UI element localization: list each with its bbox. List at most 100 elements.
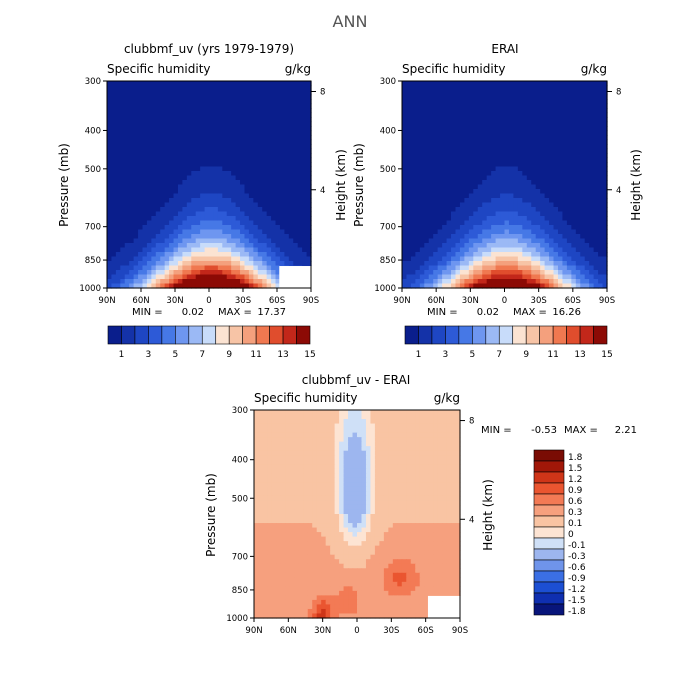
contour-cell	[437, 220, 443, 226]
contour-cell	[410, 112, 416, 118]
contour-cell	[253, 193, 259, 199]
contour-cell	[455, 189, 461, 195]
contour-cell	[486, 256, 492, 262]
contour-cell	[271, 99, 277, 105]
contour-cell	[549, 274, 555, 280]
contour-cell	[544, 180, 550, 186]
contour-cell	[379, 446, 385, 452]
contour-cell	[217, 243, 223, 249]
contour-cell	[433, 81, 439, 87]
contour-cell	[222, 256, 228, 262]
contour-cell	[124, 211, 130, 217]
contour-cell	[209, 279, 215, 285]
contour-cell	[173, 148, 179, 154]
contour-cell	[477, 198, 483, 204]
contour-cell	[195, 90, 201, 96]
contour-cell	[280, 464, 286, 470]
contour-cell	[240, 121, 246, 127]
contour-cell	[111, 270, 117, 276]
contour-cell	[217, 270, 223, 276]
contour-cell	[271, 103, 277, 109]
contour-cell	[217, 193, 223, 199]
contour-cell	[566, 130, 572, 136]
contour-cell	[302, 243, 308, 249]
contour-cell	[495, 279, 501, 285]
contour-cell	[266, 171, 272, 177]
contour-cell	[455, 112, 461, 118]
contour-cell	[173, 207, 179, 213]
contour-cell	[115, 198, 121, 204]
contour-cell	[288, 162, 294, 168]
contour-cell	[279, 85, 285, 91]
contour-cell	[415, 270, 421, 276]
contour-cell	[129, 265, 135, 271]
contour-cell	[146, 274, 152, 280]
contour-cell	[146, 261, 152, 267]
contour-cell	[195, 103, 201, 109]
contour-cell	[531, 189, 537, 195]
contour-cell	[191, 171, 197, 177]
contour-cell	[504, 247, 510, 253]
contour-cell	[482, 207, 488, 213]
contour-cell	[442, 274, 448, 280]
contour-cell	[468, 252, 474, 258]
contour-cell	[244, 252, 250, 258]
contour-cell	[473, 283, 479, 289]
contour-cell	[293, 162, 299, 168]
contour-cell	[226, 139, 232, 145]
contour-cell	[226, 90, 232, 96]
contour-cell	[593, 198, 599, 204]
contour-cell	[155, 99, 161, 105]
contour-cell	[419, 112, 425, 118]
contour-cell	[598, 270, 604, 276]
contour-cell	[271, 283, 277, 289]
contour-cell	[575, 265, 581, 271]
contour-cell	[330, 432, 336, 438]
contour-cell	[240, 216, 246, 222]
contour-cell	[262, 414, 269, 420]
contour-cell	[508, 247, 515, 253]
contour-cell	[302, 121, 308, 127]
contour-cell	[562, 171, 568, 177]
contour-cell	[169, 247, 175, 253]
contour-cell	[504, 148, 510, 154]
contour-cell	[280, 455, 286, 461]
contour-cell	[401, 455, 407, 461]
contour-cell	[365, 423, 372, 429]
contour-cell	[262, 216, 268, 222]
contour-cell	[451, 126, 457, 132]
contour-cell	[244, 175, 250, 181]
contour-cell	[124, 166, 130, 172]
contour-cell	[279, 261, 285, 267]
contour-cell	[580, 225, 586, 231]
contour-cell	[451, 99, 457, 105]
contour-cell	[297, 202, 303, 208]
contour-cell	[477, 153, 483, 159]
contour-cell	[138, 130, 144, 136]
contour-cell	[306, 234, 312, 240]
contour-cell	[455, 414, 461, 420]
contour-cell	[169, 220, 175, 226]
contour-cell	[500, 265, 506, 271]
contour-cell	[553, 103, 559, 109]
contour-cell	[276, 423, 282, 429]
contour-cell	[495, 207, 501, 213]
contour-cell	[186, 153, 192, 159]
contour-cell	[383, 459, 389, 465]
contour-cell	[428, 211, 434, 217]
units-label: g/kg	[434, 391, 460, 405]
contour-cell	[406, 441, 412, 447]
contour-cell	[284, 117, 290, 123]
contour-cell	[500, 126, 506, 132]
contour-cell	[526, 202, 532, 208]
contour-cell	[191, 193, 197, 199]
contour-cell	[544, 189, 550, 195]
contour-cell	[513, 193, 519, 199]
contour-cell	[584, 189, 590, 195]
contour-cell	[517, 247, 523, 253]
contour-cell	[160, 247, 166, 253]
contour-cell	[553, 274, 559, 280]
contour-cell	[446, 130, 452, 136]
contour-cell	[477, 225, 483, 231]
contour-cell	[257, 229, 263, 235]
